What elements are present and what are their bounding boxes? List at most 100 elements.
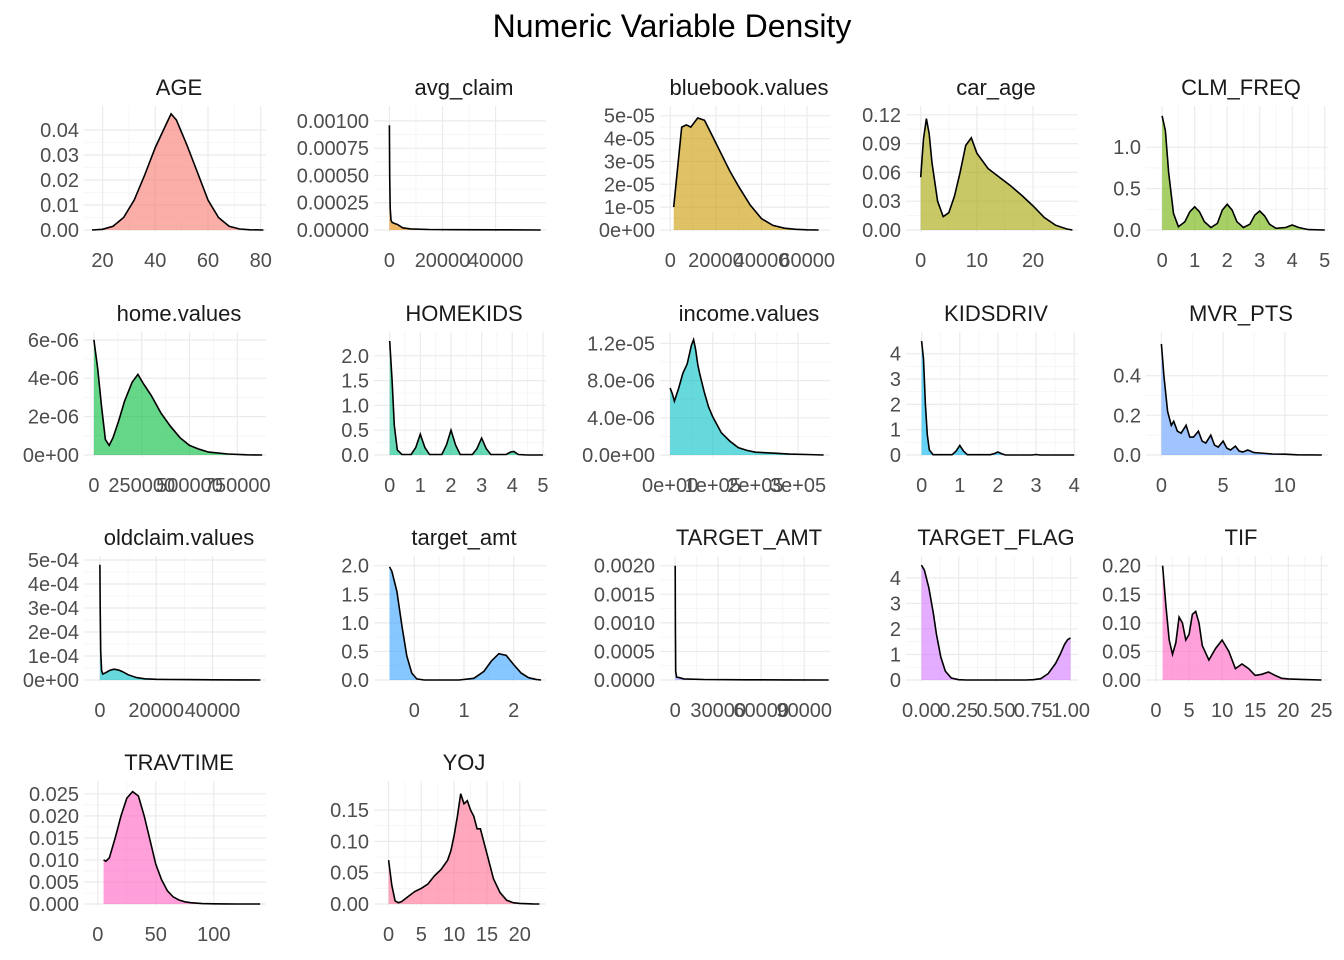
y-tick-label: 0.0000 — [594, 670, 655, 692]
y-tick-label: 0.15 — [330, 800, 369, 822]
x-tick-label: 3 — [1030, 475, 1041, 497]
x-tick-label: 4 — [1069, 475, 1080, 497]
y-tick-label: 0.00 — [862, 220, 901, 242]
x-tick-label: 2 — [508, 700, 519, 722]
x-tick-label: 0 — [94, 700, 105, 722]
y-tick-label: 2e-04 — [28, 622, 79, 644]
facet-title: oldclaim.values — [104, 525, 254, 550]
facet-title: TARGET_AMT — [676, 525, 822, 550]
x-tick-label: 1 — [1189, 250, 1200, 272]
y-tick-label: 4e-06 — [28, 368, 79, 390]
y-tick-label: 1.5 — [341, 584, 369, 606]
y-tick-label: 0.00025 — [297, 193, 369, 215]
x-tick-label: 3 — [1254, 250, 1265, 272]
y-tick-label: 2 — [890, 394, 901, 416]
x-tick-label: 20000 — [688, 250, 744, 272]
x-tick-label: 0 — [670, 700, 681, 722]
y-tick-label: 0.10 — [330, 831, 369, 853]
x-tick-label: 20 — [1022, 250, 1044, 272]
x-tick-label: 0 — [665, 250, 676, 272]
x-tick-label: 0.00 — [902, 700, 941, 722]
x-tick-label: 4 — [507, 475, 518, 497]
y-tick-label: 0.5 — [341, 641, 369, 663]
x-tick-label: 500000 — [156, 475, 223, 497]
x-tick-label: 0.50 — [977, 700, 1016, 722]
density-line — [388, 340, 543, 456]
facet-title: income.values — [679, 301, 820, 326]
density-area — [670, 339, 824, 455]
density-line — [669, 336, 824, 456]
density-line — [91, 112, 264, 231]
facet-title: TRAVTIME — [124, 750, 234, 775]
y-tick-label: 4 — [890, 568, 901, 590]
y-tick-label: 0 — [890, 670, 901, 692]
density-area — [920, 118, 1073, 230]
y-tick-label: 1.0 — [1113, 137, 1141, 159]
facet-car-age: 0 10 20 0.00 0.03 0.06 0.09 0.12 car_age — [862, 75, 1078, 272]
x-tick-label: 5 — [1319, 250, 1330, 272]
y-tick-label: 0.01 — [40, 195, 79, 217]
y-tick-label: 5e-05 — [604, 106, 655, 128]
y-tick-label: 4 — [890, 344, 901, 366]
facet-target-flag: 0.000.250.500.751.00 0 1 2 3 4 TARGET_FLAG — [890, 525, 1090, 722]
y-tick-label: 0e+00 — [599, 220, 655, 242]
y-tick-label: 2e-06 — [28, 407, 79, 429]
y-tick-label: 0.06 — [862, 162, 901, 184]
y-tick-label: 0.0020 — [594, 556, 655, 578]
density-line — [1160, 343, 1322, 456]
x-tick-label: 5 — [416, 924, 427, 946]
y-tick-label: 0.15 — [1102, 584, 1141, 606]
x-tick-label: 0 — [916, 475, 927, 497]
facet-oldclaim-values: 0 20000 40000 0e+001e-042e-043e-044e-045e-0… — [23, 525, 266, 722]
facet-title: MVR_PTS — [1189, 301, 1293, 326]
x-tick-label: 40000 — [468, 250, 524, 272]
y-tick-label: 0 — [890, 445, 901, 467]
x-tick-label: 10 — [443, 924, 465, 946]
y-tick-label: 2.0 — [341, 346, 369, 368]
x-tick-label: 90000 — [776, 700, 832, 722]
y-tick-label: 0e+00 — [23, 670, 79, 692]
y-tick-label: 0.0 — [1113, 220, 1141, 242]
y-tick-label: 0.04 — [40, 120, 79, 142]
y-tick-label: 0.12 — [862, 105, 901, 127]
y-tick-label: 0.4 — [1113, 366, 1141, 388]
y-tick-label: 0e+00 — [23, 445, 79, 467]
y-tick-label: 0.2 — [1113, 405, 1141, 427]
x-tick-label: 15 — [476, 924, 498, 946]
density-line — [674, 565, 829, 681]
facet-homekids: 0 1 2 3 4 5 0.0 0.5 1.01.5 2.0 HOMEKIDS — [341, 301, 548, 497]
y-tick-label: 0.015 — [29, 828, 79, 850]
density-line — [1161, 115, 1325, 231]
x-tick-label: 60000 — [733, 700, 789, 722]
x-tick-label: 80 — [250, 250, 272, 272]
y-tick-label: 3e-04 — [28, 598, 79, 620]
facet-age: 20 40 60 80 0.00 0.01 0.02 0.03 0.04 AGE — [40, 75, 272, 272]
x-tick-label: 20 — [91, 250, 113, 272]
y-tick-label: 0.05 — [1102, 641, 1141, 663]
x-tick-label: 0 — [383, 924, 394, 946]
x-tick-label: 10 — [966, 250, 988, 272]
y-tick-label: 0.5 — [341, 420, 369, 442]
y-tick-label: 1 — [890, 420, 901, 442]
facet-title: bluebook.values — [669, 75, 828, 100]
x-tick-label: 1.00 — [1051, 700, 1090, 722]
x-tick-label: 1 — [415, 475, 426, 497]
y-tick-label: 4e-04 — [28, 574, 79, 596]
x-tick-label: 2 — [445, 475, 456, 497]
y-tick-label: 0.03 — [862, 191, 901, 213]
x-tick-label: 750000 — [204, 475, 271, 497]
y-tick-label: 0.5 — [1113, 179, 1141, 201]
x-tick-label: 20 — [509, 924, 531, 946]
x-tick-label: 3e+05 — [770, 475, 826, 497]
density-line — [103, 790, 261, 905]
y-tick-label: 3 — [890, 369, 901, 391]
x-tick-label: 1 — [954, 475, 965, 497]
x-tick-label: 60000 — [779, 250, 835, 272]
y-tick-label: 2.0 — [341, 556, 369, 578]
x-tick-label: 1e+05 — [685, 475, 741, 497]
y-tick-label: 0.09 — [862, 134, 901, 156]
density-line — [672, 117, 819, 231]
y-tick-label: 2e-05 — [604, 174, 655, 196]
density-area — [99, 564, 261, 680]
